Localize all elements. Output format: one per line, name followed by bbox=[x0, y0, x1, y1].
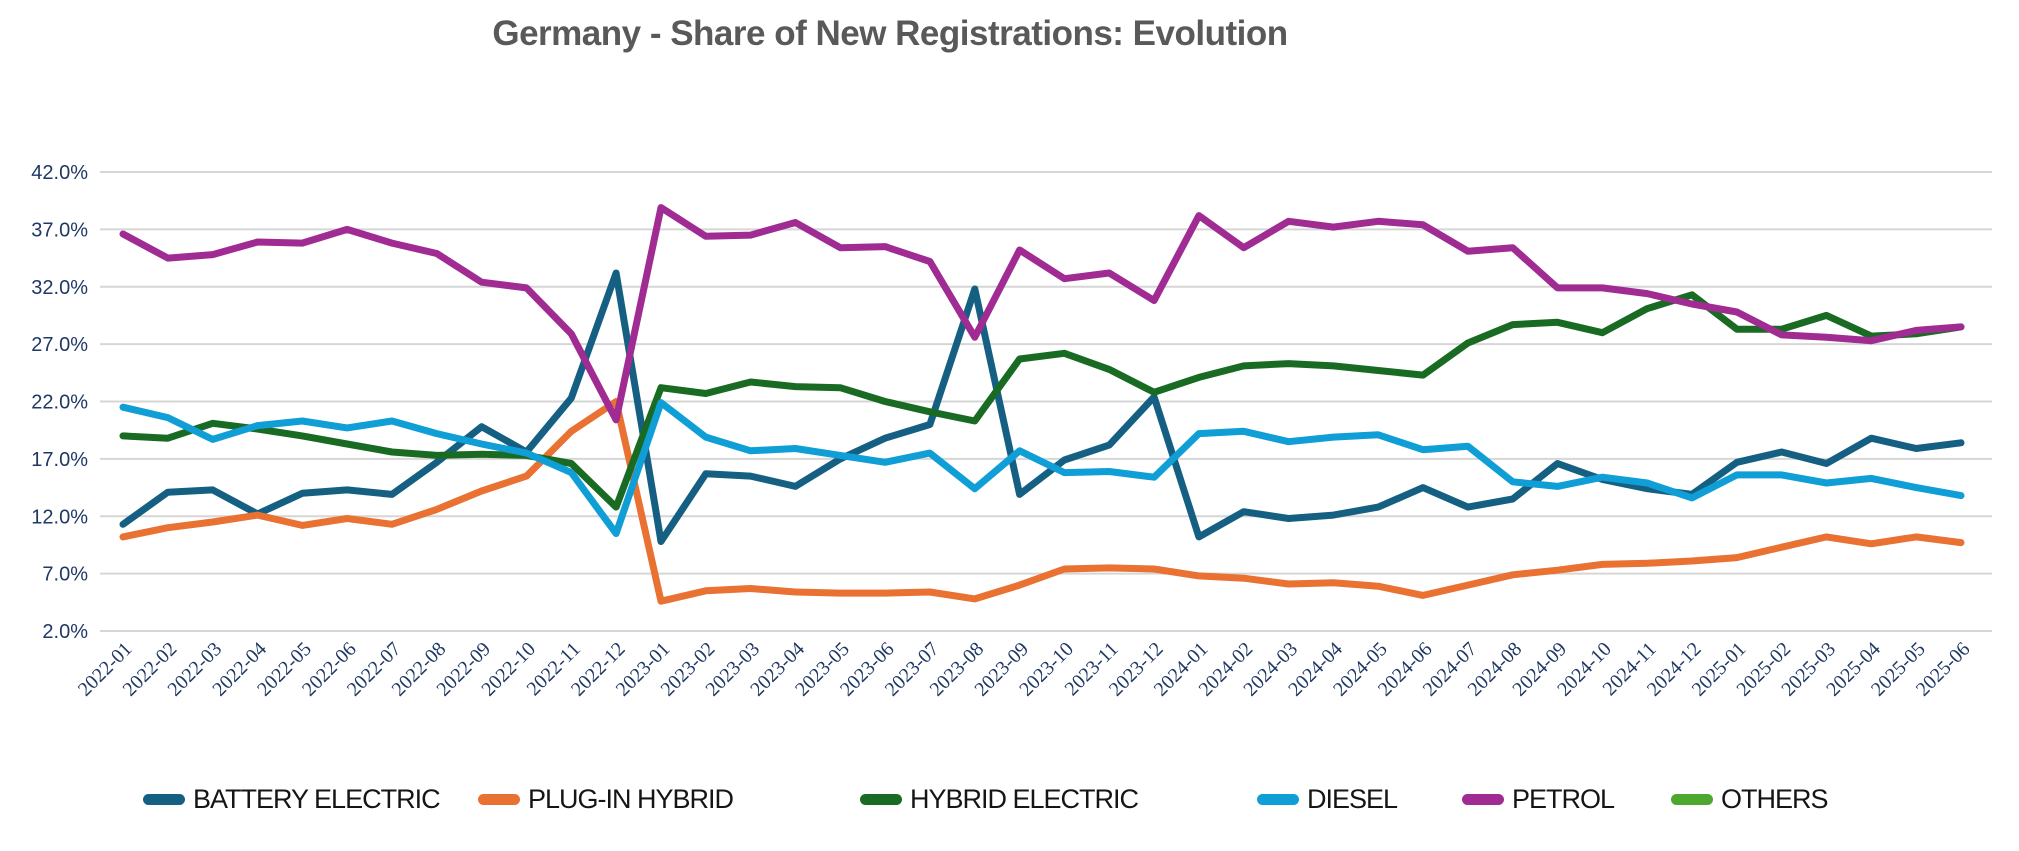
plug-in-hybrid-series-color-icon bbox=[478, 794, 520, 805]
series-line-plug-in-hybrid bbox=[119, 398, 1965, 605]
legend-item-plug-in-hybrid: PLUG-IN HYBRID bbox=[478, 784, 734, 814]
battery-electric-series-color-icon bbox=[143, 794, 185, 805]
hybrid-electric-series-color-icon bbox=[860, 794, 902, 805]
legend-item-petrol: PETROL bbox=[1462, 784, 1615, 814]
others-series-color-icon bbox=[1671, 794, 1713, 805]
y-axis-tick-label: 12.0% bbox=[31, 506, 88, 528]
legend-label: HYBRID ELECTRIC bbox=[910, 784, 1139, 814]
y-axis-tick-label: 42.0% bbox=[31, 162, 88, 184]
series-line-battery-electric bbox=[119, 269, 1965, 545]
y-axis-tick-label: 22.0% bbox=[31, 392, 88, 414]
legend-item-battery-electric: BATTERY ELECTRIC bbox=[143, 784, 441, 814]
series-line-petrol bbox=[119, 204, 1965, 424]
petrol-series-color-icon bbox=[1462, 794, 1504, 805]
y-axis-tick-label: 37.0% bbox=[31, 219, 88, 241]
legend-item-hybrid-electric: HYBRID ELECTRIC bbox=[860, 784, 1139, 814]
legend-label: PLUG-IN HYBRID bbox=[528, 784, 734, 814]
legend-label: BATTERY ELECTRIC bbox=[193, 784, 441, 814]
chart-title: Germany - Share of New Registrations: Ev… bbox=[492, 14, 1288, 53]
legend-item-diesel: DIESEL bbox=[1257, 784, 1398, 814]
diesel-series-color-icon bbox=[1257, 794, 1299, 805]
y-axis-tick-label: 27.0% bbox=[31, 334, 88, 356]
y-axis-tick-label: 2.0% bbox=[42, 621, 88, 643]
y-axis-tick-label: 32.0% bbox=[31, 277, 88, 299]
legend-label: PETROL bbox=[1512, 784, 1615, 814]
legend-label: DIESEL bbox=[1307, 784, 1398, 814]
y-axis-tick-label: 7.0% bbox=[42, 564, 88, 586]
legend-label: OTHERS bbox=[1721, 784, 1829, 814]
series-line-diesel bbox=[119, 399, 1965, 537]
y-axis-tick-label: 17.0% bbox=[31, 449, 88, 471]
legend-item-others: OTHERS bbox=[1671, 784, 1829, 814]
series-line-hybrid-electric bbox=[119, 291, 1965, 511]
